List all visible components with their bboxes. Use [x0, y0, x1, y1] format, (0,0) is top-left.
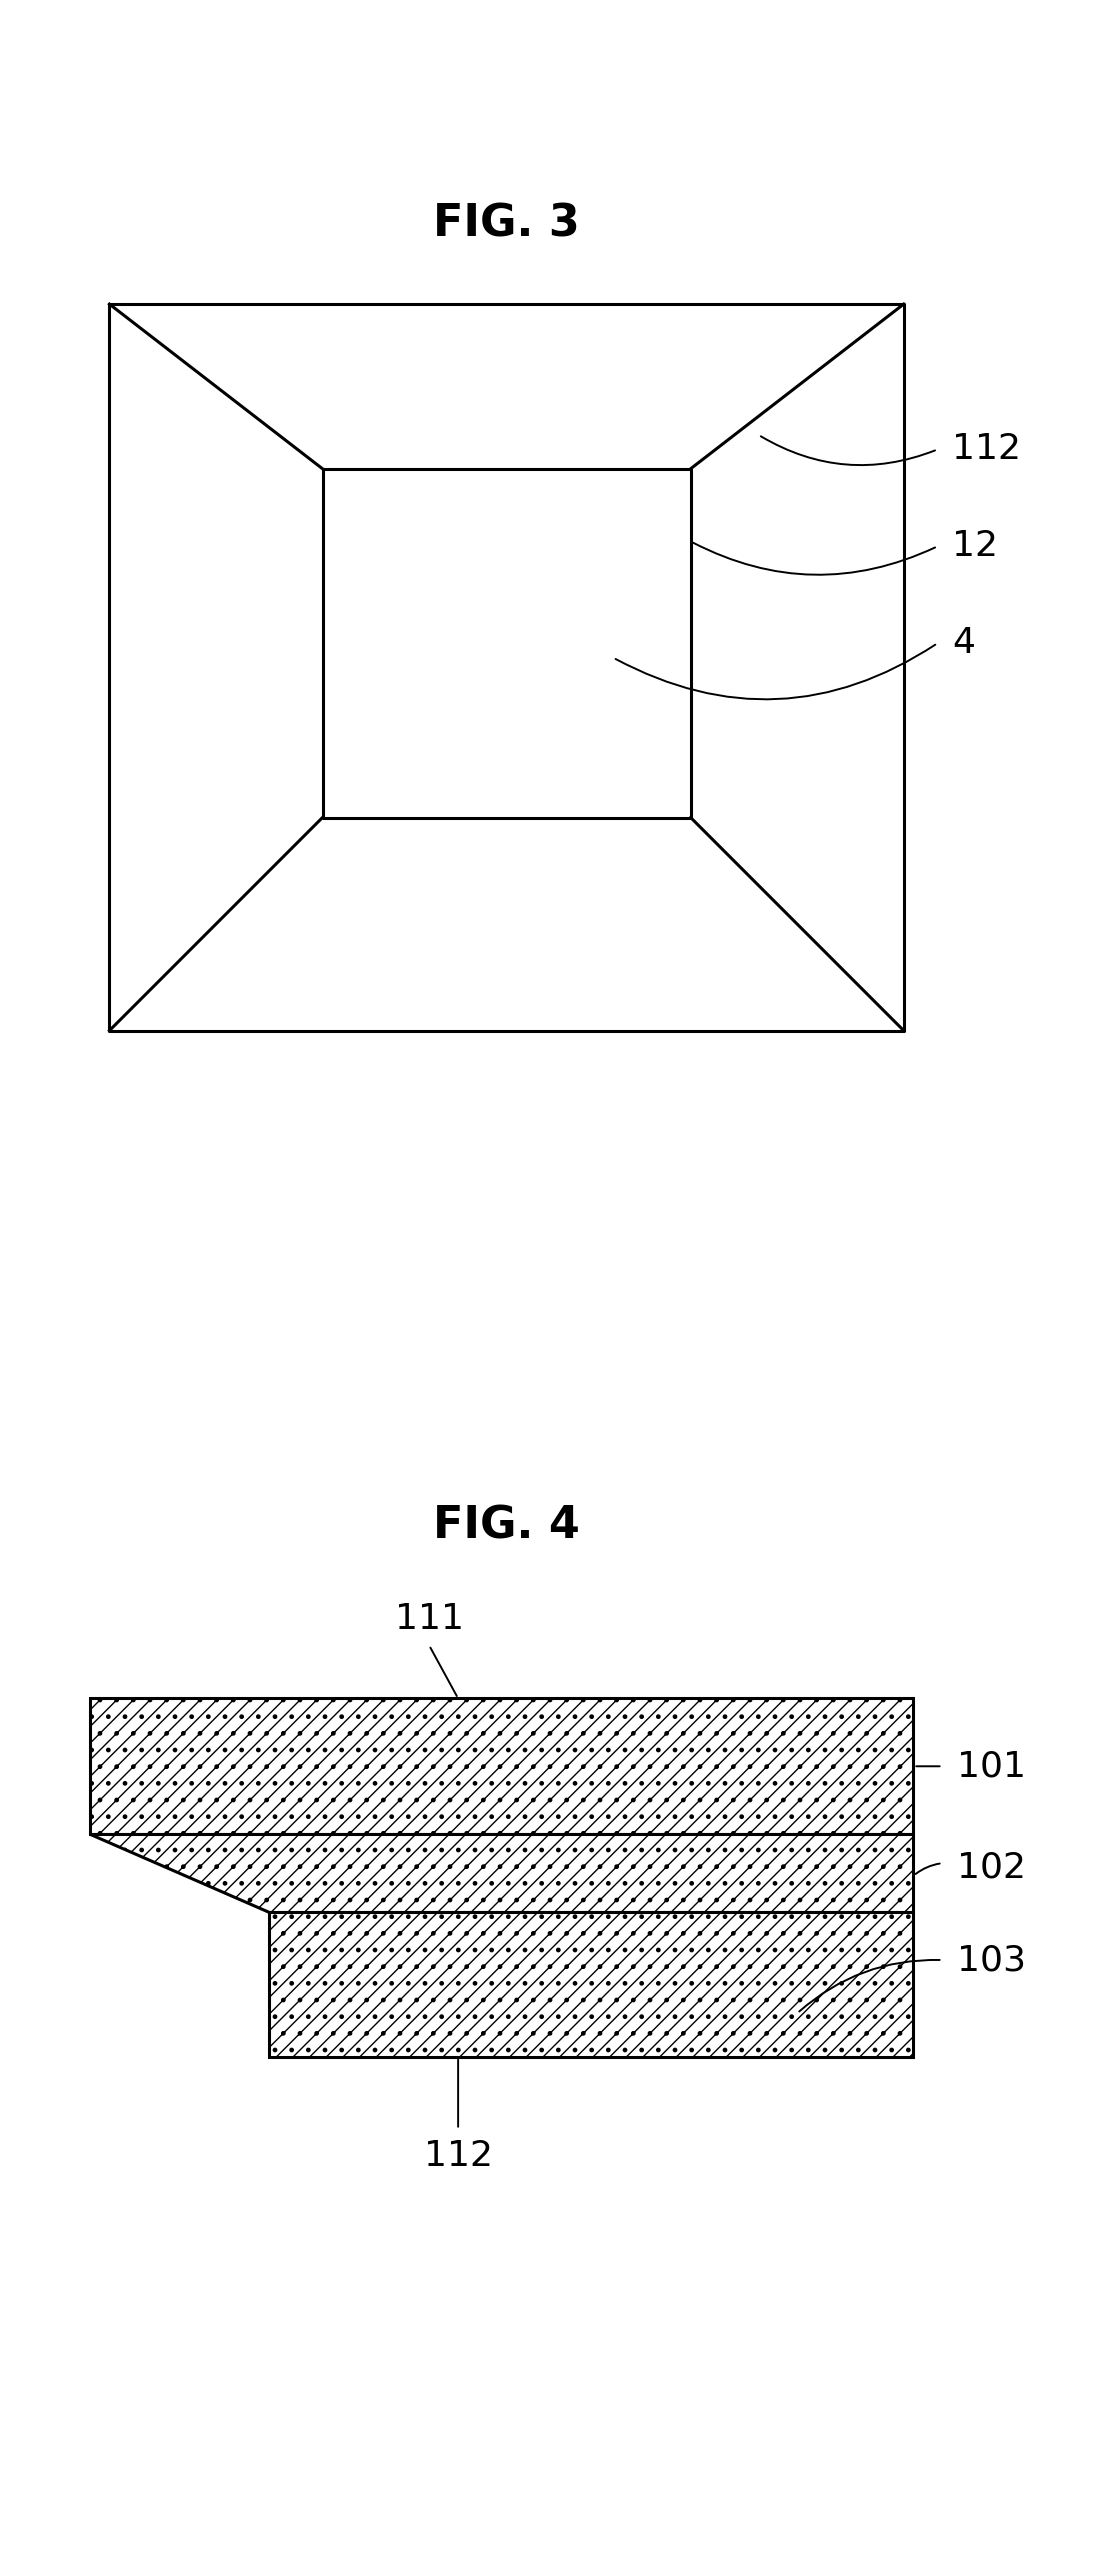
Text: 112: 112: [952, 433, 1021, 466]
Polygon shape: [90, 1835, 914, 1912]
Text: FIG. 3: FIG. 3: [433, 202, 579, 246]
Text: 12: 12: [952, 531, 998, 564]
Polygon shape: [270, 1912, 914, 2058]
Text: FIG. 4: FIG. 4: [433, 1504, 581, 1548]
Text: 4: 4: [952, 625, 976, 661]
Text: 101: 101: [957, 1751, 1026, 1784]
Polygon shape: [90, 1699, 914, 1835]
Text: 112: 112: [424, 2140, 493, 2173]
Text: 111: 111: [394, 1602, 464, 1635]
Text: 103: 103: [957, 1943, 1026, 1976]
Text: 102: 102: [957, 1850, 1026, 1884]
